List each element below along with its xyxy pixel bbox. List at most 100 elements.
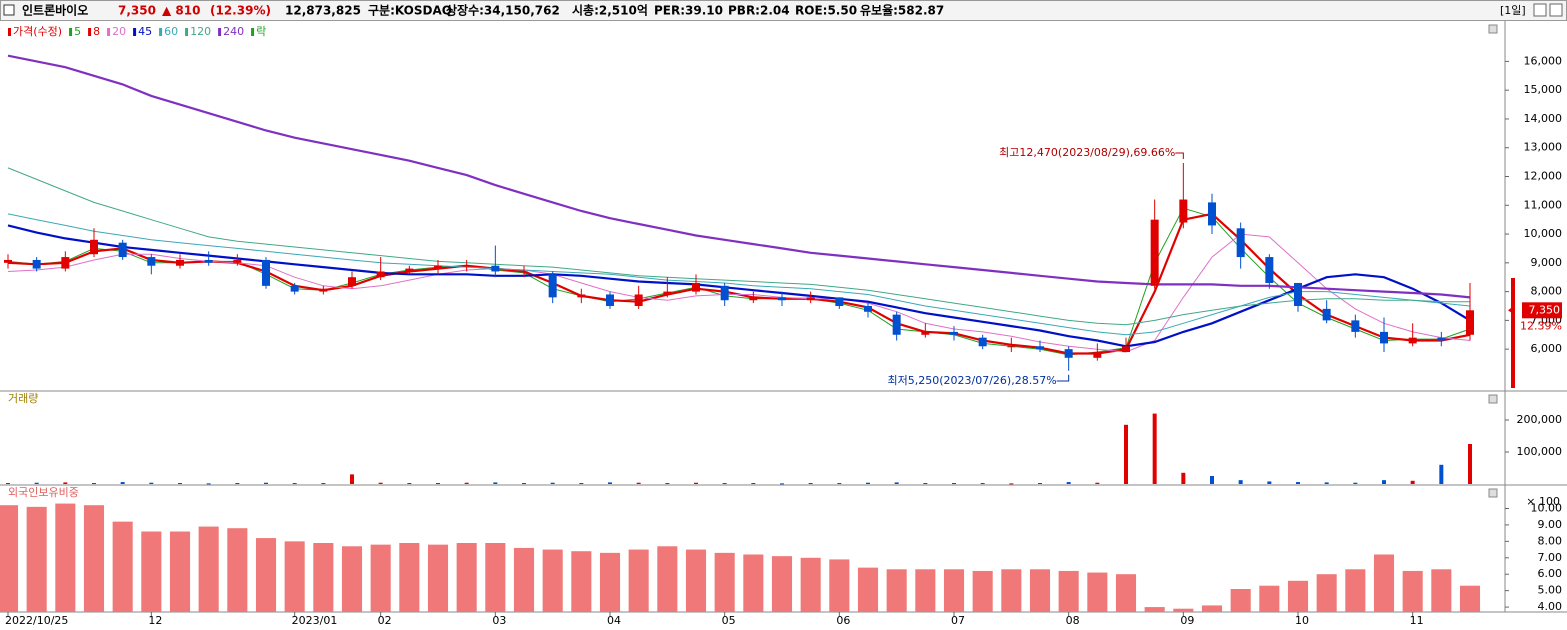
bar (1431, 569, 1452, 612)
bar (1345, 569, 1366, 612)
panel-title: 외국인보유비중 (8, 486, 79, 499)
x-tick-label: 07 (951, 614, 965, 627)
legend-swatch (107, 28, 111, 36)
moving-average (7, 54, 1471, 299)
period[interactable]: [1일] (1500, 3, 1526, 17)
legend-label: 가격(수정) (13, 25, 62, 38)
bar (1087, 572, 1108, 612)
x-tick-label: 11 (1410, 614, 1424, 627)
panel-button[interactable] (1488, 394, 1498, 404)
bar (399, 543, 420, 612)
legend-swatch (133, 28, 137, 36)
bar (456, 543, 477, 612)
y-tick-label: 16,000 (1524, 54, 1563, 67)
bar (894, 482, 899, 484)
candle-body (1294, 282, 1302, 306)
candle-body (1122, 346, 1130, 353)
candle-body (806, 297, 815, 301)
bar (149, 482, 154, 484)
panel-button[interactable] (1488, 24, 1498, 34)
bar (1152, 413, 1157, 484)
bar (628, 549, 649, 612)
bar (1029, 569, 1051, 612)
bar (1439, 464, 1444, 484)
y-tick-label: 11,000 (1524, 198, 1563, 211)
bar (493, 482, 498, 484)
bar (169, 531, 191, 612)
bar (141, 531, 162, 612)
candle-body (319, 288, 328, 292)
bar (1181, 472, 1186, 484)
x-tick-label: 03 (492, 614, 506, 627)
bar (972, 570, 993, 612)
candle-body (1150, 219, 1159, 286)
moving-average (7, 167, 1470, 326)
bar (886, 569, 907, 612)
maximize-button[interactable] (1533, 3, 1547, 17)
y-tick-label: 7.00 (1538, 551, 1563, 564)
candle-body (1408, 337, 1417, 344)
annotation-low: 최저5,250(2023/07/26),28.57% (888, 374, 1057, 387)
checkbox[interactable] (3, 4, 15, 16)
bar (1115, 574, 1137, 612)
bar (55, 503, 76, 612)
moving-average (7, 213, 1471, 336)
bar (1201, 605, 1223, 612)
legend-label: 120 (190, 25, 211, 38)
candle-body (1036, 346, 1044, 350)
bar (780, 483, 784, 485)
bar (1144, 607, 1165, 612)
candle-body (1179, 199, 1188, 223)
y-tick-label: 9.00 (1538, 518, 1563, 531)
candle-body (1437, 337, 1446, 341)
candle-body (1265, 257, 1274, 283)
bar (1095, 482, 1100, 484)
market-cap: 시총:2,510억 (572, 3, 648, 18)
x-tick-label: 2022/10/25 (5, 614, 68, 627)
bar (522, 483, 526, 485)
bar (1009, 483, 1014, 485)
candle-body (720, 285, 729, 301)
candle-body (835, 297, 844, 306)
candle-body (1093, 352, 1102, 358)
bar (255, 538, 277, 612)
volume: 12,873,825 (285, 4, 361, 18)
panel-title: 거래량 (8, 392, 38, 405)
close-button[interactable] (1549, 3, 1563, 17)
panel-button[interactable] (1488, 488, 1498, 498)
last-price-marker (1508, 305, 1515, 316)
candle-body (61, 257, 70, 269)
x-tick-label: 04 (607, 614, 621, 627)
candle-body (663, 291, 672, 295)
bar (636, 482, 641, 484)
bar (206, 483, 211, 485)
y-tick-label: 15,000 (1524, 83, 1563, 96)
x-tick-label: 02 (378, 614, 392, 627)
candle-body (204, 259, 213, 263)
bar (1124, 424, 1128, 484)
candle-body (233, 259, 242, 263)
moving-average (7, 224, 1471, 348)
candle-body (1380, 331, 1388, 344)
candle-body (290, 285, 299, 292)
bar (1468, 444, 1472, 484)
candle-body (921, 331, 930, 335)
legend-label: 8 (93, 25, 100, 38)
bar (1001, 569, 1022, 612)
candle-body (1064, 349, 1073, 358)
bar (370, 544, 391, 612)
bar (120, 482, 125, 484)
bar (1402, 570, 1423, 612)
bar (198, 526, 219, 612)
bar (751, 483, 756, 485)
shares: 상장수:34,150,762 (446, 3, 560, 18)
bar (1238, 480, 1243, 484)
y-tick-label: 10.00 (1531, 502, 1563, 515)
candle-body (749, 297, 758, 301)
bar (112, 521, 133, 612)
y-tick-label: 14,000 (1524, 112, 1563, 125)
bar (1459, 585, 1481, 612)
candle-body (1007, 346, 1016, 348)
legend-label: 20 (112, 25, 126, 38)
